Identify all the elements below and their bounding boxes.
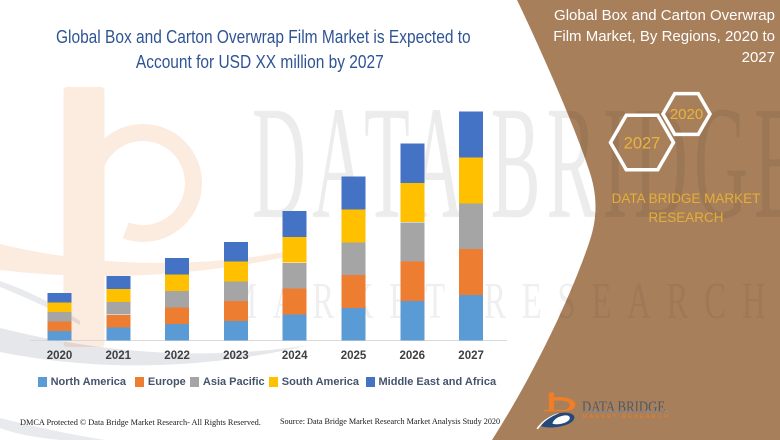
svg-text:MARKET RESEARCH: MARKET RESEARCH [583,414,671,420]
svg-text:DATA BRIDGE: DATA BRIDGE [582,399,665,417]
svg-text:2027: 2027 [624,135,661,153]
svg-text:2020: 2020 [670,106,703,123]
